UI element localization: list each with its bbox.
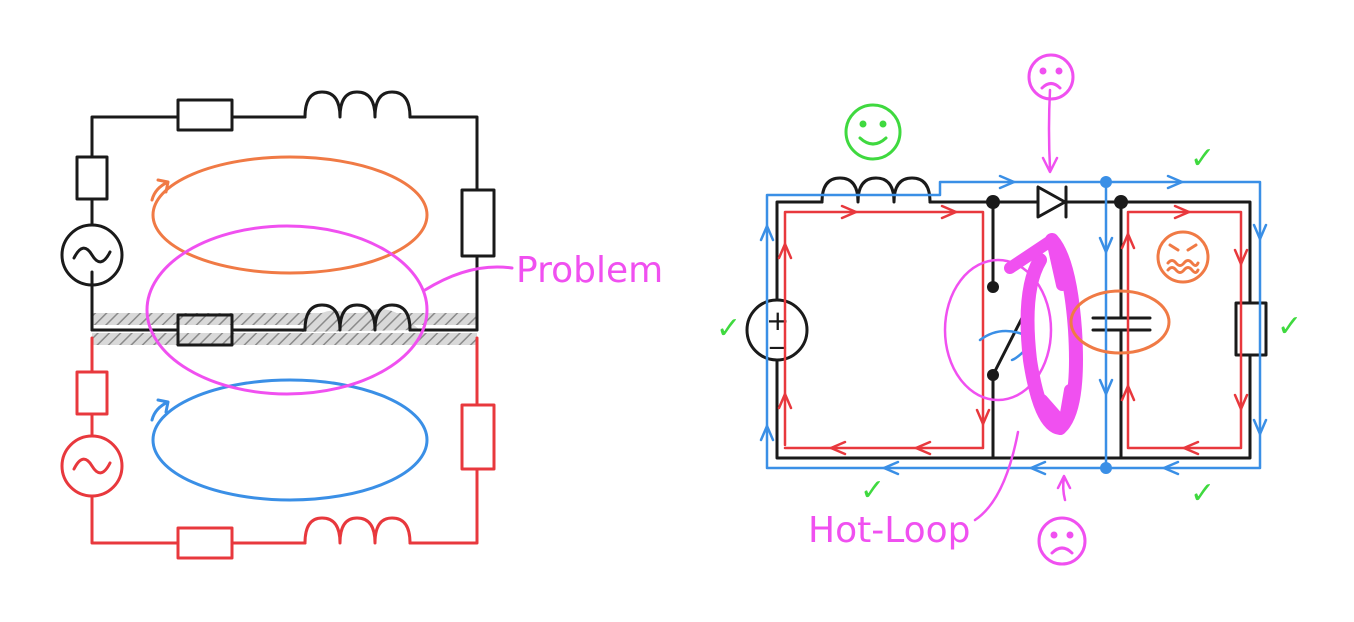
inductor-icon [303, 516, 412, 545]
resistor-icon [75, 370, 109, 416]
resistor-icon [460, 188, 496, 258]
upper-current-loop [150, 155, 429, 275]
right-circuit: + − [745, 53, 1268, 566]
check-mark-icon: ✓ [860, 473, 885, 508]
resistor-icon [176, 526, 234, 560]
check-marks: ✓ ✓ ✓ ✓ ✓ [716, 141, 1302, 511]
check-mark-icon: ✓ [1190, 141, 1215, 176]
lower-loop-red [60, 336, 496, 560]
resistor-icon [75, 155, 109, 201]
inductor-icon [303, 303, 412, 332]
junction-dots [986, 195, 1128, 381]
hot-loop-highlight [943, 88, 1083, 522]
distressed-face-icon [1156, 230, 1210, 284]
sad-face-icon [1027, 53, 1075, 101]
inductor-icon [820, 176, 932, 204]
problem-label: Problem [516, 250, 663, 291]
outer-current-loop [759, 174, 1268, 476]
dc-source-icon [745, 298, 809, 362]
inductor-icon [303, 90, 412, 119]
hot-loop-label: Hot-Loop [808, 510, 971, 551]
blue-nodes [1100, 176, 1112, 474]
check-mark-icon: ✓ [716, 311, 741, 346]
input-current-loop [777, 204, 991, 456]
problem-highlight [145, 224, 514, 396]
resistor-icon [176, 98, 234, 132]
sad-face-icon [1037, 516, 1087, 566]
boost-converter-black [745, 176, 1268, 460]
source-plus: + [766, 304, 789, 337]
upper-loop-black [60, 90, 496, 347]
capacitor-highlight [1069, 289, 1171, 355]
lower-current-loop [150, 378, 429, 502]
check-mark-icon: ✓ [1277, 309, 1302, 344]
resistor-icon [460, 403, 496, 471]
output-current-loop [1120, 204, 1249, 456]
smiley-face-icon [844, 103, 902, 161]
capacitor-icon [1091, 316, 1152, 332]
left-circuit [60, 90, 514, 560]
check-mark-icon: ✓ [1190, 476, 1215, 511]
diode-icon [1036, 185, 1067, 219]
switch-icon [991, 316, 1024, 377]
source-minus: − [767, 333, 789, 363]
